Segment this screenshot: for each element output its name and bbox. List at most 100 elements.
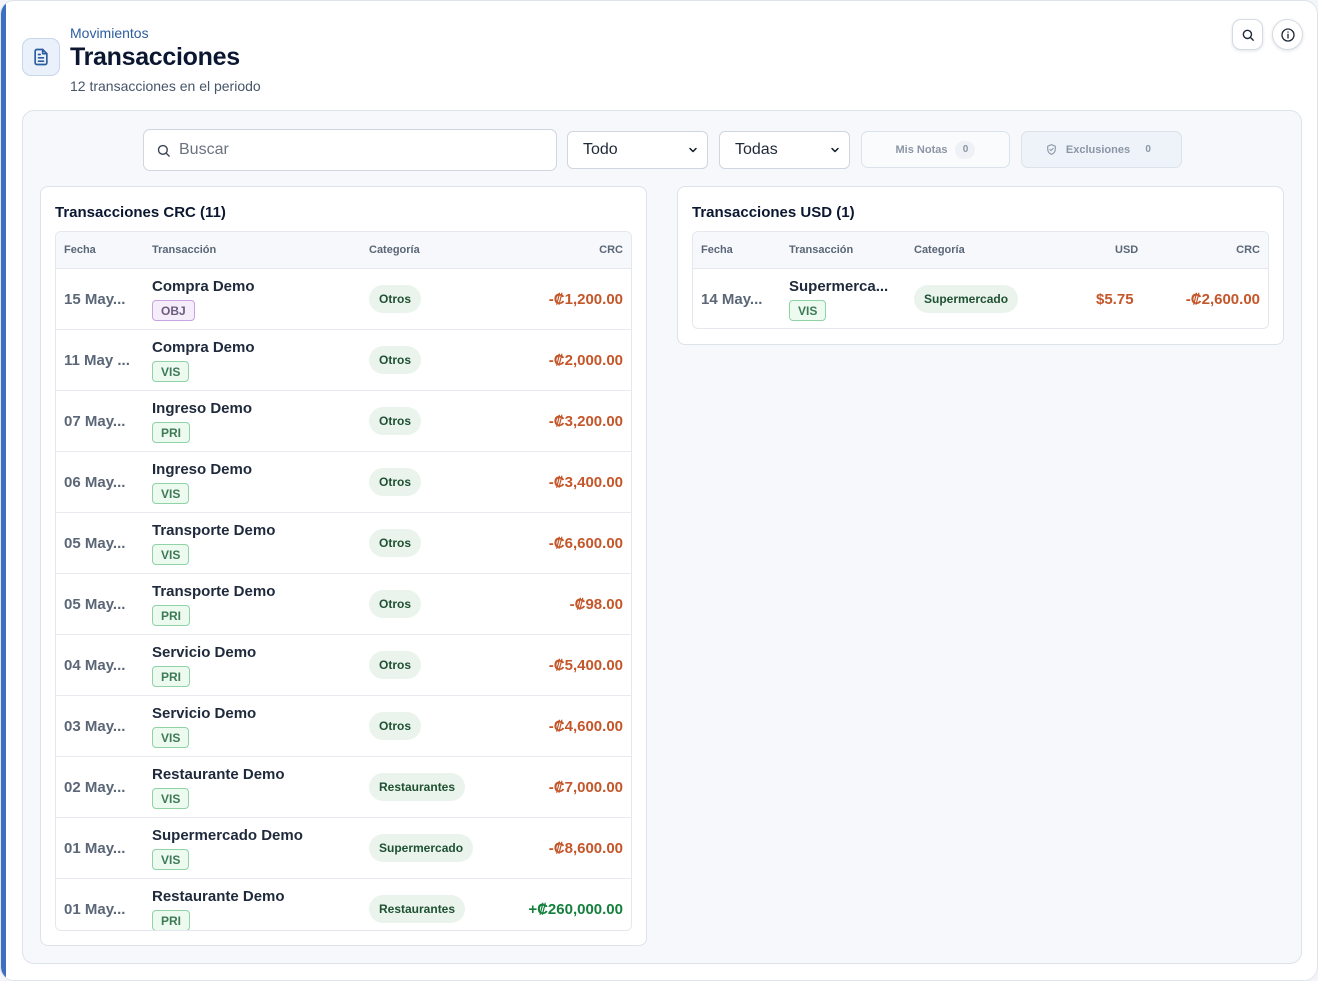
account-tag: VIS [152, 361, 190, 382]
row-date: 04 May... [64, 657, 126, 674]
account-tag: VIS [152, 849, 190, 870]
category-badge[interactable]: Restaurantes [369, 895, 466, 923]
row-date: 11 May ... [64, 352, 130, 369]
row-date: 14 May... [701, 291, 763, 308]
column-header-fecha[interactable]: Fecha [64, 244, 96, 256]
category-select-value: Todas [735, 141, 778, 158]
row-date: 03 May... [64, 718, 126, 735]
row-transaction-name: Restaurante Demo [152, 766, 285, 783]
table-row[interactable]: 11 May ... Compra Demo VIS Otros -₡2,000.00 [56, 330, 631, 391]
account-tag: VIS [152, 544, 190, 565]
my-notes-count: 0 [955, 140, 976, 159]
row-amount: -₡6,600.00 [548, 535, 623, 552]
table-row[interactable]: 05 May... Transporte Demo PRI Otros -₡98.00 [56, 574, 631, 635]
search-icon [1242, 29, 1254, 41]
my-notes-button[interactable]: Mis Notas 0 [861, 131, 1010, 168]
usd-transactions-card: Transacciones USD (1) Fecha Transacción … [677, 186, 1284, 345]
usd-card-title: Transacciones USD (1) [692, 204, 855, 221]
row-date: 05 May... [64, 535, 126, 552]
category-select[interactable]: Todas [719, 131, 850, 169]
breadcrumb: Movimientos [70, 25, 149, 41]
row-transaction-name: Transporte Demo [152, 522, 276, 539]
account-tag: VIS [152, 483, 190, 504]
category-badge[interactable]: Otros [369, 346, 422, 374]
table-row[interactable]: 14 May... Supermerca... VIS Supermercado $5.… [693, 269, 1268, 328]
row-transaction-name: Compra Demo [152, 278, 255, 295]
chevron-down-icon [831, 147, 839, 153]
row-date: 01 May... [64, 840, 126, 857]
search-button[interactable] [1232, 19, 1263, 50]
chevron-down-icon [689, 147, 697, 153]
table-row[interactable]: 02 May... Restaurante Demo VIS Restaurantes… [56, 757, 631, 818]
page-title: Transacciones [70, 43, 240, 71]
category-badge[interactable]: Otros [369, 285, 422, 313]
table-row[interactable]: 01 May... Supermercado Demo VIS Supermercad… [56, 818, 631, 879]
category-badge[interactable]: Otros [369, 529, 422, 557]
account-tag: PRI [152, 422, 191, 443]
category-badge[interactable]: Otros [369, 590, 422, 618]
my-notes-label: Mis Notas [895, 143, 948, 156]
category-badge[interactable]: Supermercado [914, 285, 1019, 313]
row-amount-crc: -₡2,600.00 [1185, 291, 1260, 308]
table-row[interactable]: 01 May... Restaurante Demo PRI Restaurantes… [56, 879, 631, 930]
crc-table-header: Fecha Transacción Categoría CRC [56, 232, 631, 269]
accent-bar [1, 1, 6, 980]
row-amount: -₡3,200.00 [548, 413, 623, 430]
category-badge[interactable]: Otros [369, 468, 422, 496]
search-field[interactable] [143, 129, 557, 171]
row-amount: -₡98.00 [569, 596, 623, 613]
row-date: 02 May... [64, 779, 126, 796]
content-panel: Todo Todas Mis Notas 0 Exclusiones 0 Tra… [22, 110, 1302, 964]
table-row[interactable]: 15 May... Compra Demo OBJ Otros -₡1,200.00 [56, 269, 631, 330]
account-tag: VIS [152, 788, 190, 809]
column-header-usd[interactable]: USD [1115, 244, 1139, 256]
category-badge[interactable]: Supermercado [369, 834, 474, 862]
category-badge[interactable]: Otros [369, 651, 422, 679]
row-amount: -₡2,000.00 [548, 352, 623, 369]
exclusions-label: Exclusiones [1065, 143, 1131, 156]
type-select[interactable]: Todo [567, 131, 708, 169]
row-date: 15 May... [64, 291, 126, 308]
column-header-categoria[interactable]: Categoría [369, 244, 420, 256]
table-row[interactable]: 04 May... Servicio Demo PRI Otros -₡5,400.00 [56, 635, 631, 696]
row-amount: -₡7,000.00 [548, 779, 623, 796]
category-badge[interactable]: Otros [369, 407, 422, 435]
column-header-transaccion[interactable]: Transacción [152, 244, 217, 256]
account-tag: PRI [152, 910, 191, 930]
search-input[interactable] [179, 141, 539, 159]
row-date: 01 May... [64, 901, 126, 918]
usd-table: Fecha Transacción Categoría USD CRC 14 M… [692, 231, 1269, 329]
page-subtitle: 12 transacciones en el periodo [70, 78, 261, 94]
table-row[interactable]: 06 May... Ingreso Demo VIS Otros -₡3,400.00 [56, 452, 631, 513]
row-transaction-name: Ingreso Demo [152, 461, 253, 478]
row-amount: -₡5,400.00 [548, 657, 623, 674]
column-header-fecha[interactable]: Fecha [701, 244, 733, 256]
table-row[interactable]: 05 May... Transporte Demo VIS Otros -₡6,600.… [56, 513, 631, 574]
column-header-crc[interactable]: CRC [1236, 244, 1260, 256]
account-tag: VIS [152, 727, 190, 748]
info-button[interactable] [1272, 19, 1303, 50]
row-amount-usd: $5.75 [1096, 291, 1134, 308]
row-transaction-name: Compra Demo [152, 339, 255, 356]
row-transaction-name: Ingreso Demo [152, 400, 253, 417]
type-select-value: Todo [583, 141, 618, 158]
table-row[interactable]: 07 May... Ingreso Demo PRI Otros -₡3,200.00 [56, 391, 631, 452]
exclusions-button[interactable]: Exclusiones 0 [1021, 131, 1182, 168]
crc-table: Fecha Transacción Categoría CRC 15 May..… [55, 231, 632, 931]
column-header-transaccion[interactable]: Transacción [789, 244, 854, 256]
row-amount: +₡260,000.00 [528, 901, 623, 918]
account-tag: PRI [152, 605, 191, 626]
shield-check-icon [1047, 144, 1056, 155]
category-badge[interactable]: Restaurantes [369, 773, 466, 801]
category-badge[interactable]: Otros [369, 712, 422, 740]
row-date: 06 May... [64, 474, 126, 491]
crc-transactions-card: Transacciones CRC (11) Fecha Transacción… [40, 186, 647, 946]
table-row[interactable]: 03 May... Servicio Demo VIS Otros -₡4,600.00 [56, 696, 631, 757]
column-header-crc[interactable]: CRC [599, 244, 623, 256]
account-tag: OBJ [152, 300, 195, 321]
search-icon [157, 144, 170, 157]
row-transaction-name: Servicio Demo [152, 644, 257, 661]
row-transaction-name: Supermercado Demo [152, 827, 303, 844]
column-header-categoria[interactable]: Categoría [914, 244, 965, 256]
